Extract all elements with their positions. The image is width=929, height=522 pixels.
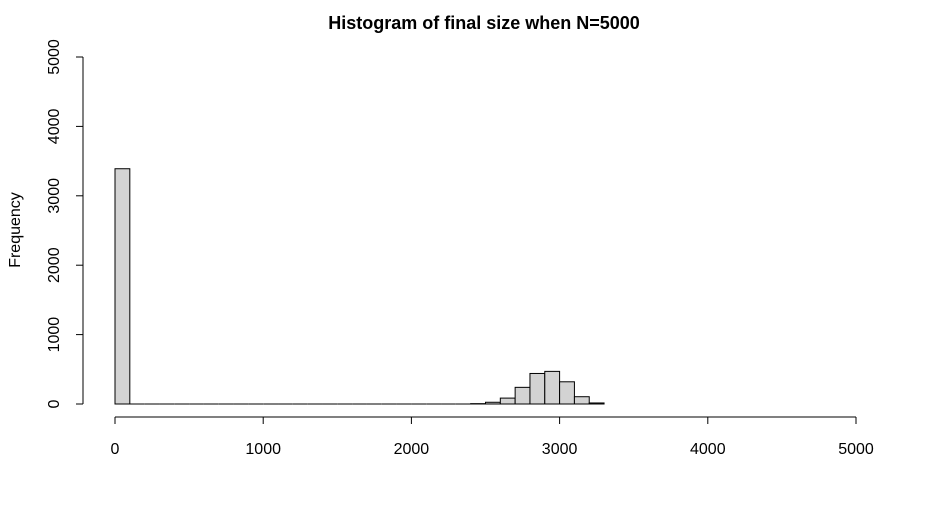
- histogram-bar-2800: [529, 372, 546, 405]
- histogram-bar-2900: [544, 370, 561, 405]
- x-tick-label: 0: [111, 441, 120, 458]
- histogram-bars: [114, 168, 605, 405]
- x-tick-label: 1000: [245, 441, 281, 458]
- histogram-bar-2600: [499, 397, 516, 405]
- histogram-bar-3100: [573, 396, 590, 405]
- x-tick-label: 2000: [394, 441, 430, 458]
- y-axis-title: Frequency: [7, 192, 24, 268]
- histogram-bar-3200: [588, 402, 605, 405]
- x-tick-label: 3000: [542, 441, 578, 458]
- x-axis: 0 1000 2000 3000 4000 5000: [111, 416, 874, 458]
- histogram-bar-0: [114, 168, 131, 405]
- y-tick-label: 2000: [46, 247, 63, 283]
- x-tick-label: 5000: [838, 441, 874, 458]
- histogram-bar-2500: [485, 401, 501, 405]
- y-tick-label: 1000: [46, 317, 63, 353]
- y-tick-label: 5000: [46, 39, 63, 75]
- histogram-bar-3000: [559, 381, 575, 405]
- y-tick-label: 3000: [46, 178, 63, 214]
- y-axis: 0 1000 2000 3000 4000 5000: [46, 39, 84, 408]
- histogram-bar-2700: [514, 386, 531, 405]
- y-tick-label: 0: [46, 399, 63, 408]
- x-tick-label: 4000: [690, 441, 726, 458]
- y-tick-label: 4000: [46, 109, 63, 145]
- chart-title: Histogram of final size when N=5000: [328, 13, 640, 33]
